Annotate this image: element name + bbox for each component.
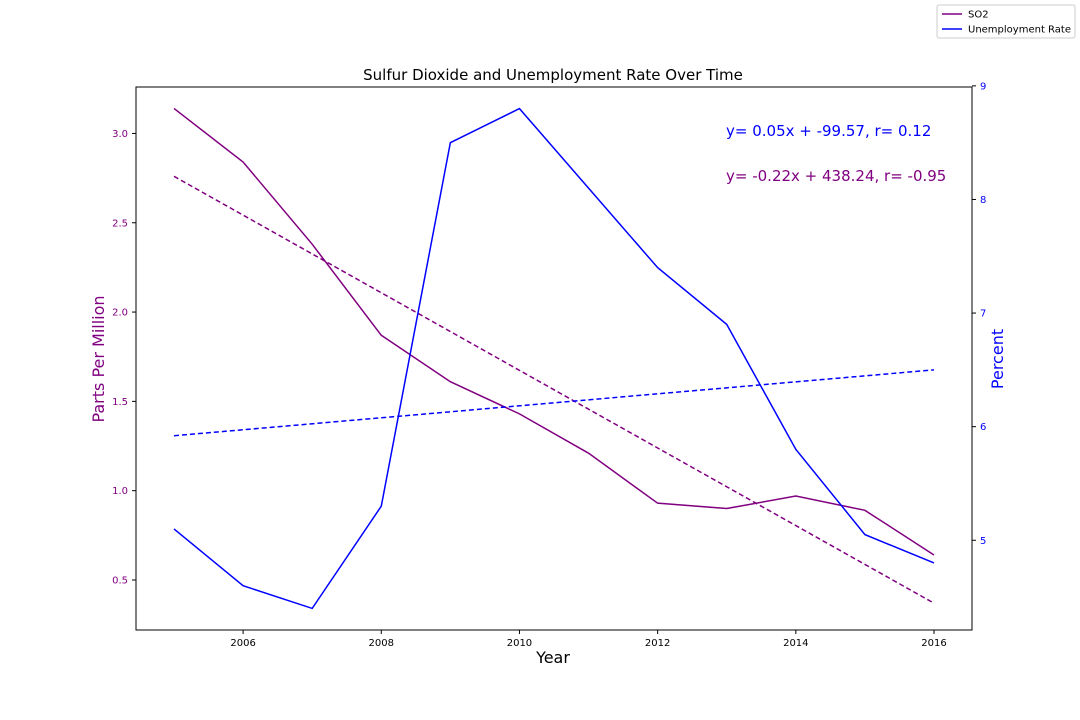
y-axis-left: 0.5 1.0 1.5 2.0 2.5 3.0 (112, 129, 136, 586)
chart-title: Sulfur Dioxide and Unemployment Rate Ove… (363, 66, 743, 84)
y2-tick-label: 8 (980, 195, 986, 206)
y-tick-label: 0.5 (112, 575, 128, 586)
y-tick-label: 1.0 (112, 486, 128, 497)
x-tick-label: 2008 (369, 638, 394, 649)
y-tick-label: 1.5 (112, 397, 128, 408)
plot-area (135, 86, 973, 631)
annotation-unemployment-regression: y= 0.05x + -99.57, r= 0.12 (726, 122, 931, 140)
legend-frame (936, 4, 1076, 39)
x-tick-label: 2006 (230, 638, 255, 649)
x-tick-label: 2010 (507, 638, 532, 649)
y-axis-right-label: Percent (988, 329, 1007, 389)
y-tick-label: 2.5 (112, 218, 128, 229)
legend-label-so2: SO2 (968, 10, 989, 21)
series-line-so2 (173, 107, 935, 556)
trend-line-so2 (173, 175, 935, 604)
x-tick-label: 2014 (783, 638, 808, 649)
legend: SO2 Unemployment Rate (936, 4, 1076, 39)
x-axis: 2006 2008 2010 2012 2014 2016 (230, 630, 947, 649)
x-tick-label: 2016 (921, 638, 946, 649)
y-tick-label: 2.0 (112, 308, 128, 319)
y2-tick-label: 5 (980, 536, 986, 547)
y2-tick-label: 6 (980, 422, 986, 433)
annotation-so2-regression: y= -0.22x + 438.24, r= -0.95 (726, 167, 946, 185)
y-axis-right: 5 6 7 8 9 (972, 81, 986, 547)
y-tick-label: 3.0 (112, 129, 128, 140)
y2-tick-label: 7 (980, 309, 986, 320)
y2-tick-label: 9 (980, 81, 986, 92)
x-tick-label: 2012 (645, 638, 670, 649)
y-axis-left-label: Parts Per Million (89, 295, 108, 422)
x-axis-label: Year (535, 648, 570, 667)
trend-line-unemployment (173, 369, 935, 437)
series-line-unemployment (173, 107, 935, 610)
legend-label-unemployment: Unemployment Rate (968, 25, 1071, 36)
